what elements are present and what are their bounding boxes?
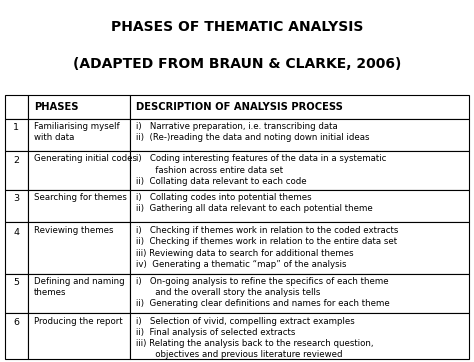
Bar: [28, 274, 130, 313]
Text: i)   Checking if themes work in relation to the coded extracts
ii)  Checking if : i) Checking if themes work in relation t…: [136, 226, 398, 269]
Text: DESCRIPTION OF ANALYSIS PROCESS: DESCRIPTION OF ANALYSIS PROCESS: [136, 102, 343, 112]
Text: Reviewing themes: Reviewing themes: [34, 226, 113, 235]
Bar: [5, 95, 28, 119]
Text: 1: 1: [13, 123, 19, 132]
Bar: [5, 222, 28, 274]
Text: i)   Narrative preparation, i.e. transcribing data
ii)  (Re-)reading the data an: i) Narrative preparation, i.e. transcrib…: [136, 122, 369, 142]
Text: (ADAPTED FROM BRAUN & CLARKE, 2006): (ADAPTED FROM BRAUN & CLARKE, 2006): [73, 57, 401, 71]
Text: i)   Selection of vivid, compelling extract examples
ii)  Final analysis of sele: i) Selection of vivid, compelling extrac…: [136, 316, 374, 359]
Bar: [28, 190, 130, 222]
Bar: [28, 95, 130, 119]
Bar: [28, 151, 130, 190]
Text: Familiarising myself
with data: Familiarising myself with data: [34, 122, 119, 142]
Text: 2: 2: [13, 156, 19, 165]
Text: 4: 4: [13, 228, 19, 237]
Text: i)   Coding interesting features of the data in a systematic
       fashion acro: i) Coding interesting features of the da…: [136, 155, 386, 186]
Text: i)   On-going analysis to refine the specifics of each theme
       and the over: i) On-going analysis to refine the speci…: [136, 277, 390, 308]
Text: Producing the report: Producing the report: [34, 316, 122, 325]
Bar: [5, 190, 28, 222]
Bar: [28, 313, 130, 359]
Text: Defining and naming
themes: Defining and naming themes: [34, 277, 124, 297]
Bar: [130, 151, 469, 190]
Bar: [28, 119, 130, 151]
Text: Generating initial codes: Generating initial codes: [34, 155, 137, 163]
Text: PHASES OF THEMATIC ANALYSIS: PHASES OF THEMATIC ANALYSIS: [111, 20, 363, 34]
Text: Searching for themes: Searching for themes: [34, 193, 127, 202]
Bar: [5, 151, 28, 190]
Text: 5: 5: [13, 278, 19, 287]
Bar: [28, 222, 130, 274]
Bar: [130, 190, 469, 222]
Text: i)   Collating codes into potential themes
ii)  Gathering all data relevant to e: i) Collating codes into potential themes…: [136, 193, 373, 213]
Bar: [5, 119, 28, 151]
Bar: [130, 119, 469, 151]
Bar: [130, 313, 469, 359]
Text: PHASES: PHASES: [34, 102, 78, 112]
Text: 6: 6: [13, 319, 19, 327]
Text: 3: 3: [13, 194, 19, 203]
Bar: [130, 274, 469, 313]
Bar: [5, 313, 28, 359]
Bar: [5, 274, 28, 313]
Bar: [130, 95, 469, 119]
Bar: [130, 222, 469, 274]
